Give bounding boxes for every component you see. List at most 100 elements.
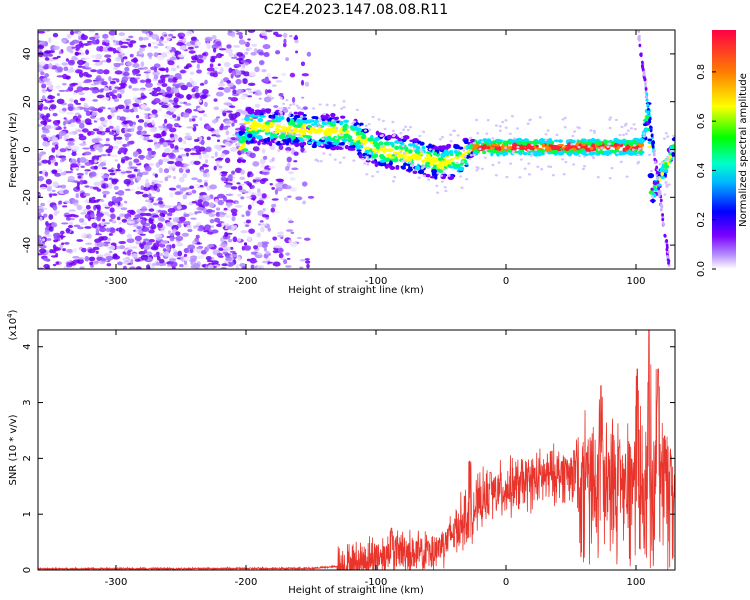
- spectrogram-noise-cell: [141, 30, 149, 34]
- spectrogram-noise-cell: [61, 242, 65, 246]
- spectrogram-noise-cell: [462, 149, 466, 152]
- spectrogram-noise-cell: [89, 36, 96, 41]
- spectrogram-noise-cell: [102, 218, 106, 222]
- spectrogram-noise-cell: [76, 185, 80, 190]
- spectrogram-noise-cell: [276, 178, 285, 183]
- spectrogram-noise-cell: [88, 106, 96, 111]
- spectrogram-noise-cell: [664, 158, 668, 162]
- spectrogram-noise-cell: [294, 122, 298, 125]
- spectrogram-noise-cell: [491, 137, 495, 140]
- spectrogram-noise-cell: [274, 189, 279, 195]
- spectrogram-signal-cell: [250, 139, 255, 144]
- spectrogram-signal-cell: [320, 114, 325, 119]
- spectrogram-signal-cell: [443, 162, 449, 167]
- spectrogram-signal-cell: [671, 152, 675, 157]
- spectrogram-noise-cell: [226, 80, 232, 84]
- spectrogram-noise-cell: [248, 82, 256, 86]
- spectrogram-signal-cell: [311, 115, 318, 120]
- spectrogram-noise-cell: [84, 185, 90, 188]
- spectrogram-noise-cell: [93, 34, 100, 39]
- spectrogram-noise-cell: [93, 181, 102, 186]
- spectrogram-noise-cell: [551, 174, 555, 177]
- spectrogram-noise-cell: [38, 162, 42, 166]
- spectrogram-noise-cell: [475, 118, 479, 122]
- spectrogram-signal-cell: [637, 35, 641, 39]
- spectrogram-noise-cell: [39, 186, 47, 190]
- spectrogram-noise-cell: [218, 48, 227, 51]
- spectrogram-noise-cell: [251, 201, 255, 207]
- spectrogram-noise-cell: [186, 94, 191, 100]
- spectrogram-noise-cell: [363, 162, 367, 165]
- spectrogram-noise-cell: [547, 165, 551, 168]
- spectrogram-noise-cell: [69, 30, 75, 36]
- spectrogram-noise-cell: [105, 138, 110, 141]
- spectrogram-noise-cell: [371, 158, 375, 161]
- spectrogram-noise-cell: [149, 128, 157, 133]
- spectrogram-noise-cell: [436, 172, 440, 175]
- spectrogram-signal-cell: [335, 116, 339, 120]
- spectrogram-signal-cell: [379, 159, 386, 163]
- spectrogram-noise-cell: [169, 261, 178, 268]
- spectrogram-signal-cell: [394, 140, 401, 144]
- x-tick-label: -300: [105, 577, 128, 588]
- spectrogram-noise-cell: [197, 99, 203, 103]
- spectrogram-noise-cell: [195, 149, 202, 154]
- spectrogram-signal-cell: [639, 52, 643, 56]
- spectrogram-noise-cell: [159, 230, 166, 233]
- spectrogram-noise-cell: [47, 200, 52, 203]
- spectrogram-noise-cell: [247, 30, 256, 33]
- spectrogram-noise-cell: [247, 236, 252, 241]
- spectrogram-noise-cell: [67, 105, 74, 111]
- spectrogram-noise-cell: [616, 151, 620, 155]
- spectrogram-noise-cell: [126, 233, 132, 240]
- spectrogram-noise-cell: [186, 126, 194, 129]
- spectrogram-noise-cell: [95, 250, 99, 254]
- spectrogram-noise-cell: [664, 132, 668, 135]
- spectrogram-noise-cell: [162, 141, 169, 148]
- spectrogram-noise-cell: [229, 250, 236, 253]
- spectrogram-noise-cell: [44, 234, 52, 238]
- spectrogram-noise-cell: [381, 119, 385, 123]
- spectrogram-noise-cell: [229, 147, 238, 152]
- figure-title: C2E4.2023.147.08.08.R11: [264, 2, 448, 18]
- spectrogram-noise-cell: [75, 69, 83, 74]
- spectrogram-noise-cell: [247, 182, 252, 188]
- spectrogram-noise-cell: [138, 36, 144, 41]
- x-tick-label: -100: [365, 577, 388, 588]
- spectrogram-noise-cell: [211, 119, 218, 124]
- spectrogram-signal-cell: [665, 247, 669, 252]
- spectrogram-noise-cell: [422, 130, 426, 134]
- spectrogram-noise-cell: [129, 40, 137, 44]
- spectrogram-noise-cell: [79, 179, 84, 185]
- spectrogram-signal-cell: [253, 114, 260, 118]
- spectrogram-noise-cell: [38, 112, 41, 116]
- spectrogram-noise-cell: [51, 222, 58, 228]
- spectrogram-noise-cell: [83, 192, 91, 197]
- spectrogram-noise-cell: [244, 62, 250, 66]
- spectrogram-signal-cell: [548, 138, 552, 143]
- spectrogram-noise-cell: [205, 125, 212, 130]
- spectrogram-noise-cell: [174, 191, 182, 196]
- spectrogram-noise-cell: [247, 171, 253, 175]
- spectrogram-signal-cell: [650, 187, 654, 191]
- spectrogram-noise-cell: [146, 264, 151, 269]
- spectrogram-noise-cell: [93, 165, 98, 170]
- spectrogram-noise-cell: [168, 257, 177, 262]
- spectrogram-noise-cell: [325, 103, 329, 107]
- spectrogram-noise-cell: [223, 87, 231, 93]
- spectrogram-noise-cell: [44, 50, 50, 54]
- spectrogram-noise-cell: [236, 88, 244, 94]
- spectrogram-noise-cell: [636, 153, 640, 156]
- spectrogram-noise-cell: [274, 140, 278, 143]
- spectrogram-noise-cell: [151, 109, 158, 115]
- spectrogram-noise-cell: [118, 86, 126, 89]
- spectrogram-noise-cell: [196, 255, 204, 260]
- spectrogram-noise-cell: [241, 118, 245, 121]
- spectrogram-signal-cell: [646, 103, 650, 107]
- spectrogram-noise-cell: [191, 80, 197, 87]
- spectrogram-noise-cell: [229, 246, 234, 250]
- spectrogram-noise-cell: [146, 69, 151, 73]
- spectrogram-signal-cell: [650, 133, 654, 138]
- spectrogram-noise-cell: [576, 126, 580, 129]
- spectrogram-noise-cell: [115, 56, 122, 62]
